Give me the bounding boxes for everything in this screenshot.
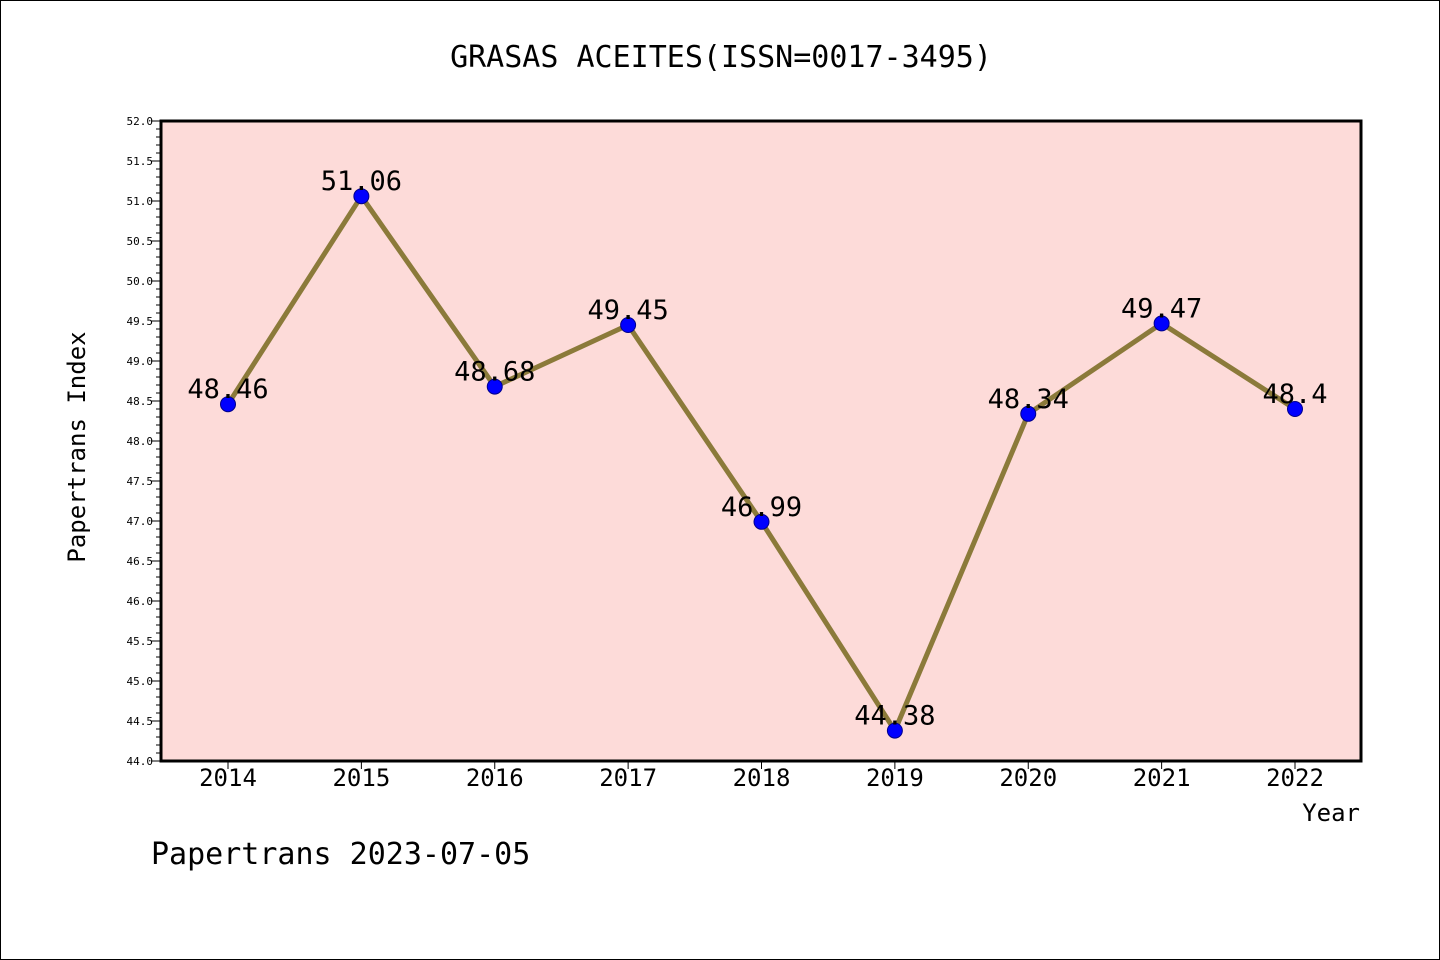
plot-frame — [159, 119, 1363, 763]
data-label: 48.68 — [454, 357, 535, 388]
y-tick-label: 47.5 — [127, 475, 154, 488]
x-tick-label: 2021 — [1133, 764, 1191, 792]
y-tick-label: 44.5 — [127, 715, 154, 728]
y-tick-label: 46.5 — [127, 555, 154, 568]
series-layer — [220, 188, 1303, 739]
x-tick-label: 2015 — [332, 764, 390, 792]
y-tick-label: 47.0 — [127, 515, 154, 528]
x-tick-label: 2020 — [999, 764, 1057, 792]
data-label: 49.45 — [587, 295, 668, 326]
x-axis-ticks: 2014 2015 2016 2017 2018 2019 2020 2021 2022 — [199, 761, 1324, 792]
data-point — [753, 513, 770, 530]
y-tick-label: 44.0 — [127, 755, 154, 768]
x-tick-label: 2014 — [199, 764, 257, 792]
data-point — [620, 317, 637, 333]
data-label: 48.4 — [1262, 379, 1327, 410]
data-point — [1153, 315, 1170, 332]
data-point — [486, 378, 503, 395]
y-tick-label: 49.5 — [127, 315, 154, 328]
chart-title: GRASAS ACEITES(ISSN=0017-3495) — [450, 40, 992, 75]
x-tick-label: 2017 — [599, 764, 657, 792]
data-label: 44.38 — [854, 701, 935, 732]
y-axis-title: Papertrans Index — [63, 331, 91, 562]
data-point — [353, 188, 370, 205]
data-label: 48.46 — [187, 374, 268, 405]
data-point — [1020, 405, 1037, 422]
data-point — [886, 722, 903, 739]
data-point — [220, 396, 236, 413]
data-label: 46.99 — [721, 492, 802, 523]
y-tick-label: 48.0 — [127, 435, 154, 448]
data-label: 51.06 — [321, 166, 402, 197]
y-tick-label: 45.0 — [127, 675, 154, 688]
x-axis-title: Year — [1302, 799, 1360, 827]
plot-area — [161, 121, 1361, 761]
data-label: 49.47 — [1121, 293, 1202, 324]
data-label: 48.34 — [988, 384, 1069, 415]
y-tick-label: 50.0 — [127, 275, 154, 288]
footer-date-label: Papertrans 2023-07-05 — [151, 837, 530, 872]
y-tick-label: 50.5 — [127, 235, 154, 248]
y-tick-label: 51.5 — [127, 155, 154, 168]
y-tick-label: 45.5 — [127, 635, 154, 648]
y-tick-label: 49.0 — [127, 355, 154, 368]
data-point — [1287, 401, 1303, 417]
x-tick-label: 2016 — [466, 764, 524, 792]
x-tick-label: 2018 — [733, 764, 791, 792]
y-tick-label: 46.0 — [127, 595, 154, 608]
y-axis-ticks: 44.0 44.5 45.0 45.5 46.0 46.5 47.0 47.5 48.0 48.5… — [127, 115, 161, 768]
y-tick-label: 48.5 — [127, 395, 154, 408]
x-tick-label: 2019 — [866, 764, 924, 792]
data-labels: 48.46 51.06 48.68 49.45 46.99 44.38 48.34 49.47… — [187, 166, 1327, 731]
x-tick-label: 2022 — [1266, 764, 1324, 792]
y-tick-label: 52.0 — [127, 115, 154, 128]
y-tick-label: 51.0 — [127, 195, 154, 208]
